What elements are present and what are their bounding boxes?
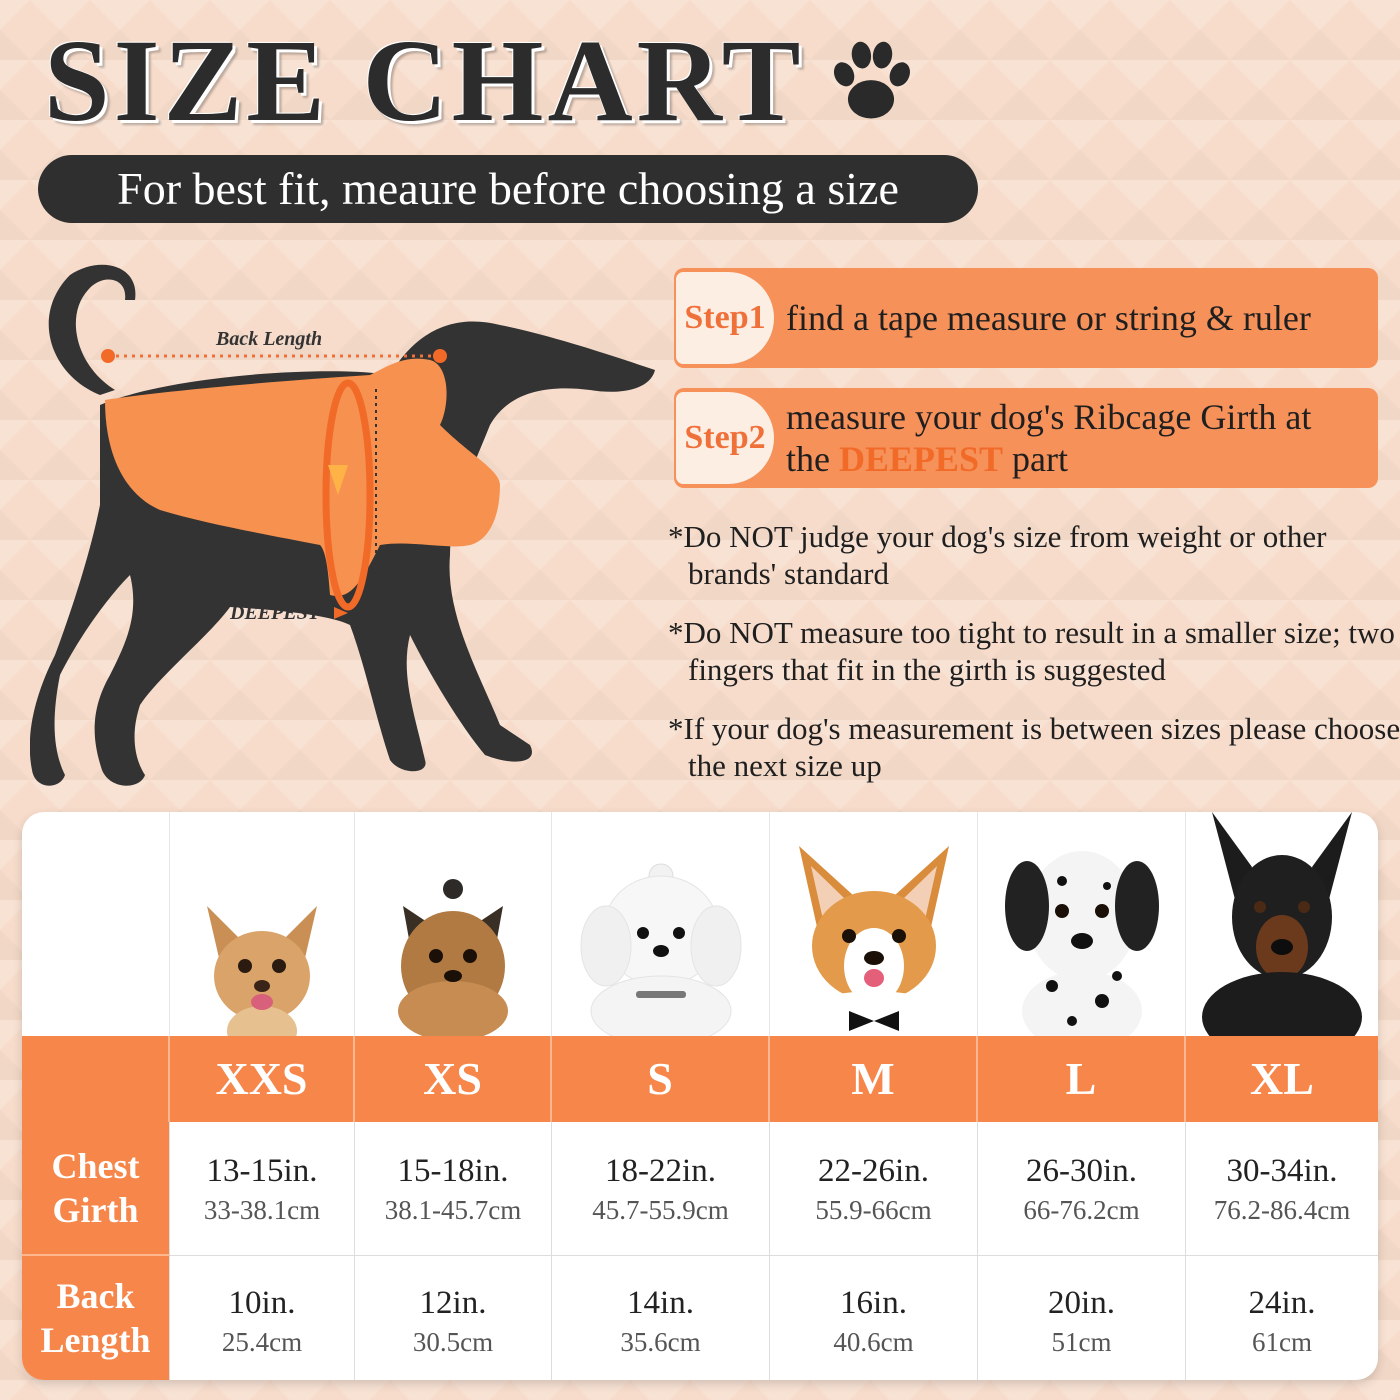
dog-measurement-illustration: Back Length DEEPEST <box>30 264 655 786</box>
chest-cm-xxs: 33-38.1cm <box>203 1195 321 1225</box>
chest-girth-row: Chest Girth 13-15in. 33-38.1cm 15-18in. 38… <box>22 1122 1378 1256</box>
paw-icon <box>833 41 910 119</box>
step-2-text-before: measure your dog's Ribcage Girth at the <box>786 397 1312 479</box>
back-cm-s: 35.6cm <box>620 1327 701 1357</box>
back-length-start-dot <box>101 349 115 363</box>
back-cm-l: 51cm <box>1051 1327 1112 1357</box>
back-in-s: 14in. <box>627 1285 694 1321</box>
back-label-line2: Length <box>40 1320 151 1360</box>
back-cell-l: 20in. 51cm <box>978 1256 1186 1380</box>
step-2-badge: Step2 <box>676 392 774 484</box>
size-corner-cell <box>22 1036 170 1122</box>
size-header-row: XXS XS S M L XL <box>22 1036 1378 1122</box>
step-1-text-content: find a tape measure or string & ruler <box>786 298 1311 338</box>
step-2-text: measure your dog's Ribcage Girth at the … <box>786 388 1364 488</box>
chest-cell-l: 26-30in. 66-76.2cm <box>978 1122 1186 1256</box>
chest-cm-m: 55.9-66cm <box>815 1195 932 1225</box>
back-cm-xxs: 25.4cm <box>221 1327 303 1357</box>
back-length-row: Back Length 10in. 25.4cm 12in. 30.5cm 14in… <box>22 1256 1378 1380</box>
back-length-label: Back Length <box>215 328 322 350</box>
chest-label-line2: Girth <box>52 1190 139 1230</box>
back-in-m: 16in. <box>840 1285 907 1321</box>
chest-cell-xl: 30-34in. 76.2-86.4cm <box>1186 1122 1378 1256</box>
back-cell-xl: 24in. 61cm <box>1186 1256 1378 1380</box>
size-label-xxs: XXS <box>170 1036 355 1122</box>
step-1: Step1 find a tape measure or string & ru… <box>674 268 1378 368</box>
girth-arrow-icon <box>328 465 348 495</box>
back-cell-xs: 12in. 30.5cm <box>355 1256 552 1380</box>
size-label-l: L <box>978 1036 1186 1122</box>
chest-in-xxs: 13-15in. <box>206 1153 318 1189</box>
photo-s-maltese <box>552 812 770 1036</box>
photo-l-dalmatian <box>978 812 1186 1036</box>
back-cell-s: 14in. 35.6cm <box>552 1256 770 1380</box>
chest-girth-header: Chest Girth <box>22 1122 170 1256</box>
back-label-line1: Back <box>56 1276 135 1316</box>
step-1-badge: Step1 <box>676 272 774 364</box>
photo-m-corgi <box>770 812 978 1036</box>
back-cm-xl: 61cm <box>1252 1327 1312 1357</box>
size-table: XXS XS S M L XL Chest Girth 13-15in. 33-3… <box>22 812 1378 1380</box>
chest-in-xl: 30-34in. <box>1226 1153 1338 1189</box>
dog-photos-row <box>22 812 1378 1036</box>
chest-cell-xxs: 13-15in. 33-38.1cm <box>170 1122 355 1256</box>
page-title: SIZE CHART <box>44 15 805 146</box>
back-length-header: Back Length <box>22 1256 170 1380</box>
step-2-highlight: DEEPEST <box>838 439 1004 479</box>
step-2: Step2 measure your dog's Ribcage Girth a… <box>674 388 1378 488</box>
back-cell-m: 16in. 40.6cm <box>770 1256 978 1380</box>
back-cell-xxs: 10in. 25.4cm <box>170 1256 355 1380</box>
back-in-xl: 24in. <box>1248 1285 1316 1321</box>
chest-cm-l: 66-76.2cm <box>1023 1195 1140 1225</box>
note-between-sizes: *If your dog's measurement is between si… <box>668 711 1400 783</box>
photo-corner-cell <box>22 812 170 1036</box>
photo-xxs-chihuahua <box>170 812 355 1036</box>
back-in-xs: 12in. <box>419 1285 487 1321</box>
back-in-xxs: 10in. <box>228 1285 296 1321</box>
chest-in-m: 22-26in. <box>818 1153 929 1189</box>
photo-xs-yorkie <box>355 812 552 1036</box>
chest-cm-xs: 38.1-45.7cm <box>384 1195 522 1225</box>
chest-cm-xl: 76.2-86.4cm <box>1213 1195 1351 1225</box>
chest-cell-m: 22-26in. 55.9-66cm <box>770 1122 978 1256</box>
deepest-label: DEEPEST <box>229 602 321 624</box>
step-1-text: find a tape measure or string & ruler <box>786 268 1364 368</box>
subtitle-banner: For best fit, meaure before choosing a s… <box>38 155 978 223</box>
step-2-text-after: part <box>1003 439 1069 479</box>
chest-cell-xs: 15-18in. 38.1-45.7cm <box>355 1122 552 1256</box>
deepest-arrow-icon <box>334 607 348 619</box>
chest-in-s: 18-22in. <box>605 1153 716 1189</box>
note-weight: *Do NOT judge your dog's size from weigh… <box>668 519 1327 591</box>
size-label-xl: XL <box>1250 1053 1314 1104</box>
chest-cell-s: 18-22in. 45.7-55.9cm <box>552 1122 770 1256</box>
photo-xl-doberman <box>1186 812 1378 1036</box>
size-label-s: S <box>552 1036 770 1122</box>
chest-cm-s: 45.7-55.9cm <box>592 1195 729 1225</box>
chest-in-l: 26-30in. <box>1026 1153 1137 1189</box>
chest-in-xs: 15-18in. <box>397 1153 509 1189</box>
back-cm-m: 40.6cm <box>833 1327 914 1357</box>
note-tightness: *Do NOT measure too tight to result in a… <box>668 615 1395 687</box>
chest-label-line1: Chest <box>51 1146 140 1186</box>
size-label-m: M <box>770 1036 978 1122</box>
size-label-xs: XS <box>355 1036 552 1122</box>
vest-shape <box>105 358 500 596</box>
back-in-l: 20in. <box>1048 1285 1115 1321</box>
back-cm-xs: 30.5cm <box>412 1327 494 1357</box>
girth-ring <box>322 379 374 611</box>
back-length-end-dot <box>433 349 447 363</box>
